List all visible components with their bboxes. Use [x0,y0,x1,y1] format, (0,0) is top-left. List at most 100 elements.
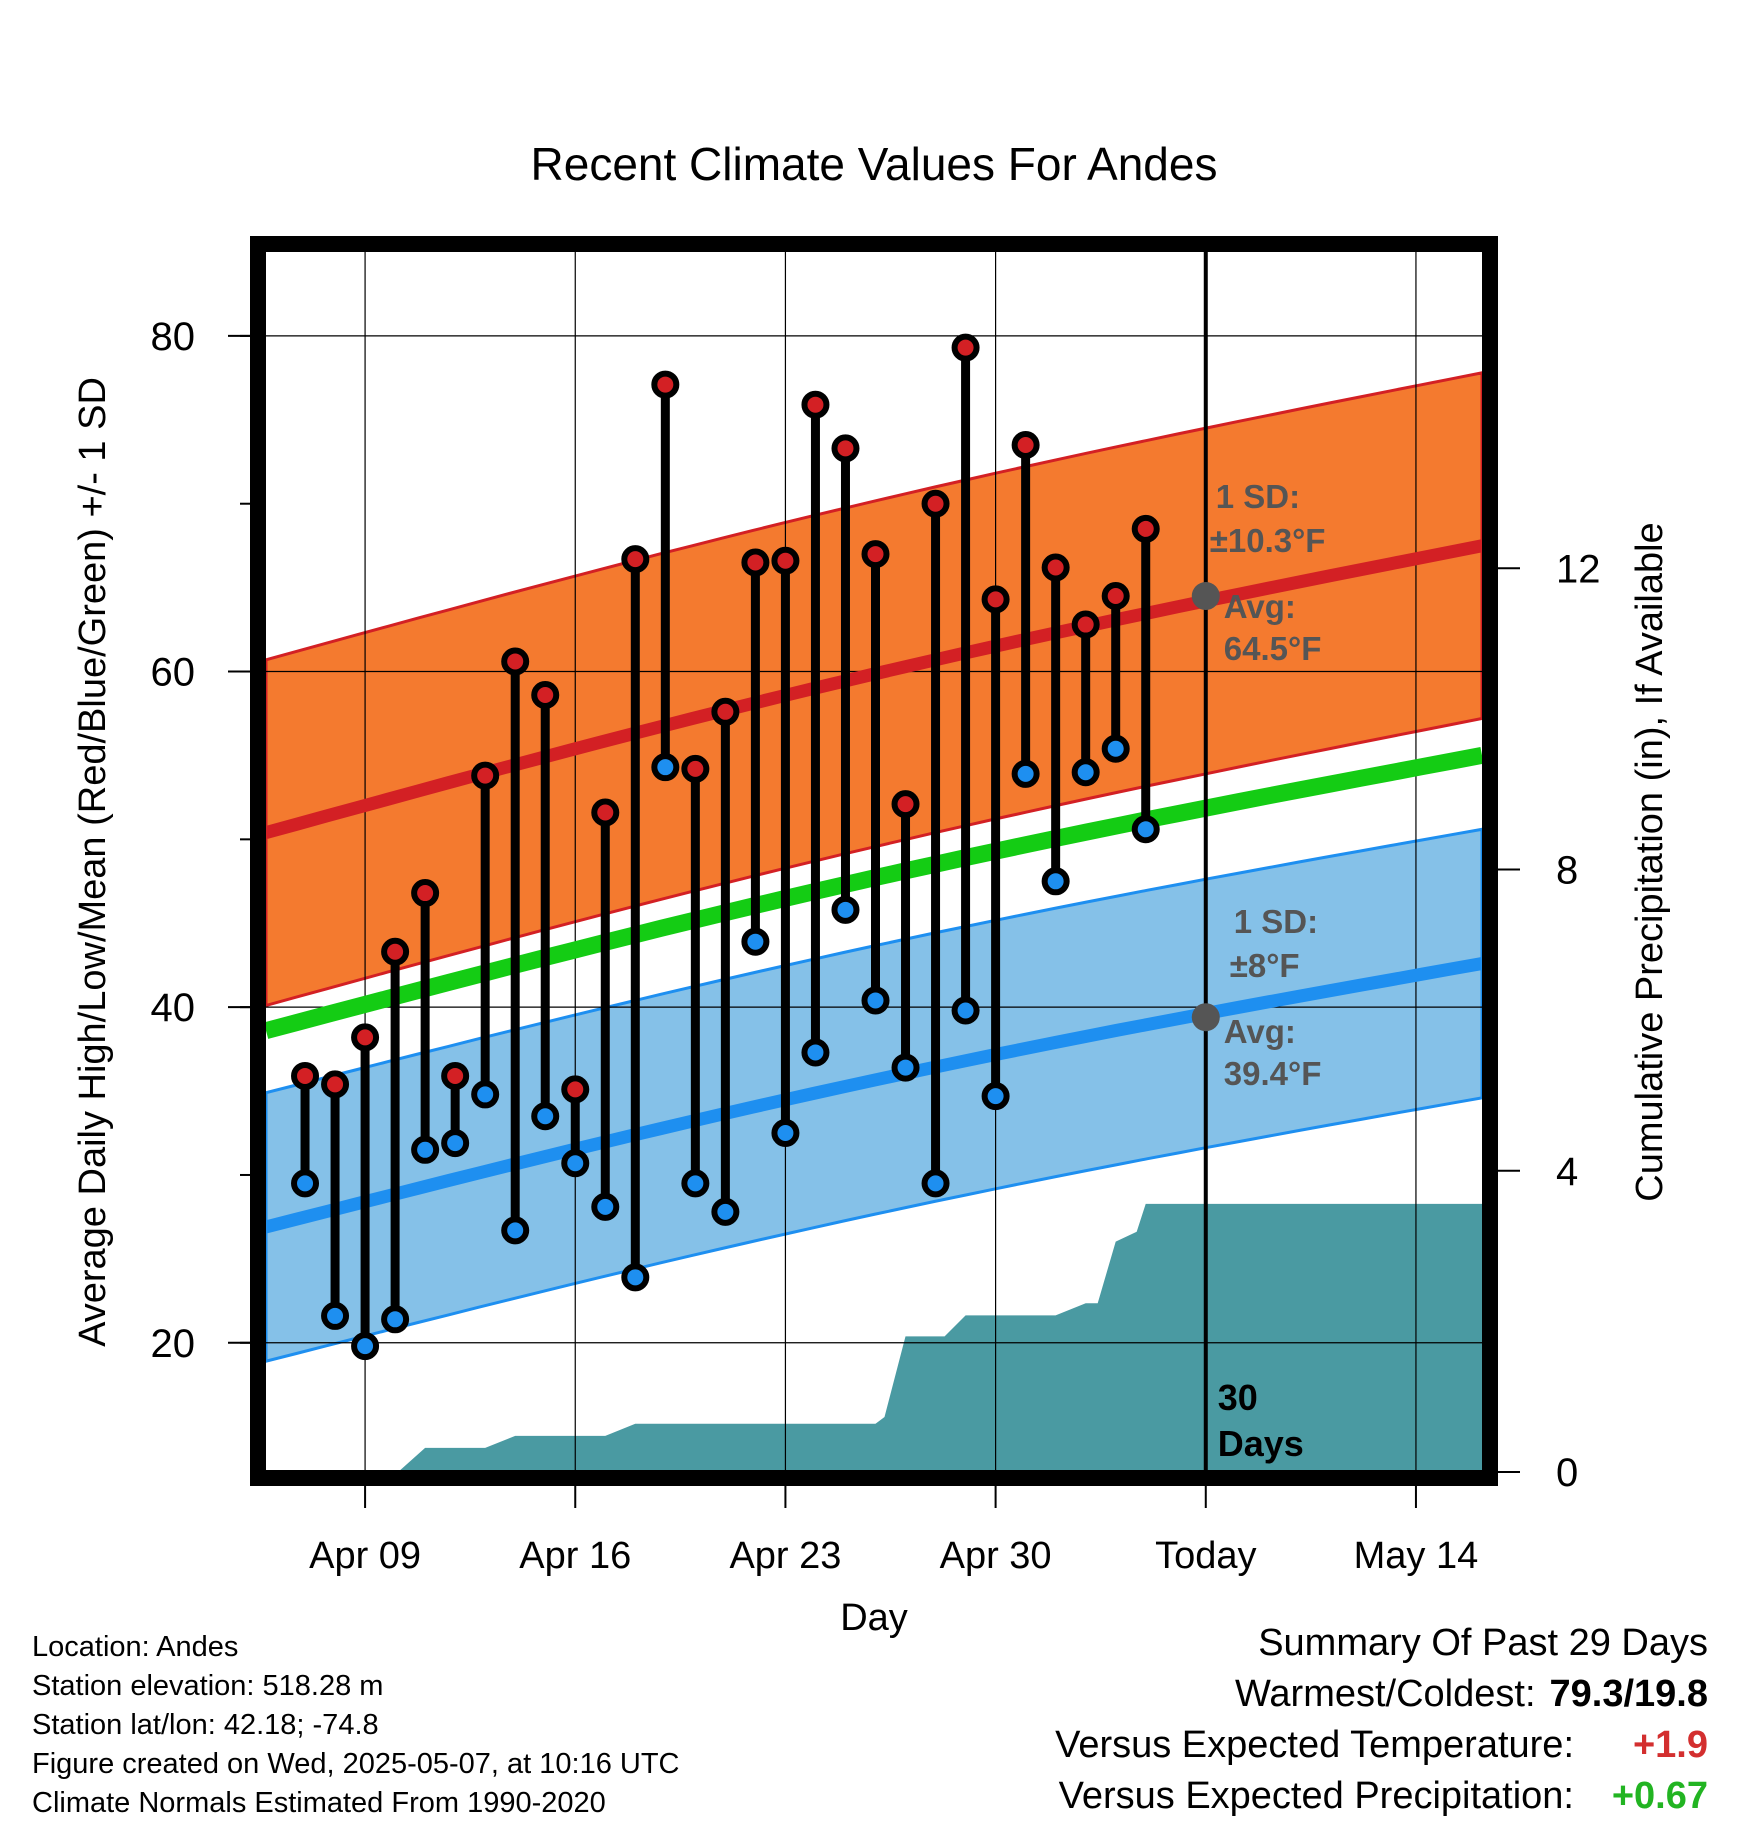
daily-low-point [651,753,680,782]
low-sd-value: ±8°F [1230,947,1300,984]
temp-value: +1.9 [1632,1724,1708,1766]
temp-label: Versus Expected Temperature: [1055,1724,1574,1766]
y2-tick-label: 0 [1556,1451,1578,1495]
daily-low-point [981,1082,1010,1111]
days-label-line: 30 [1218,1377,1258,1418]
daily-low-point [351,1332,380,1361]
precip-value: +0.67 [1611,1775,1708,1817]
daily-low-point [771,1119,800,1148]
x-tick-label: Today [1155,1535,1256,1577]
x-axis-label: Day [840,1597,908,1639]
daily-high-point [411,879,440,908]
x-tick-label: Apr 23 [729,1535,841,1577]
daily-high-point [1011,430,1040,459]
high-avg-label: Avg: [1224,588,1296,625]
daily-high-point [501,647,530,676]
daily-high-point [981,585,1010,614]
daily-low-point [891,1053,920,1082]
daily-high-point [351,1023,380,1052]
y2-axis-label: Cumulative Precipitation (in), If Availa… [1629,522,1671,1201]
station-info: Location: Andes Station elevation: 518.2… [32,1628,680,1823]
daily-low-point [831,895,860,924]
daily-high-point [771,546,800,575]
daily-high-point [1041,553,1070,582]
y2-tick-label: 8 [1556,849,1578,893]
daily-low-point [951,996,980,1025]
summary-warmest-row: Warmest/Coldest: 79.3/19.8 [1055,1669,1708,1720]
x-tick-label: May 14 [1354,1535,1479,1577]
y-tick-label: 60 [151,651,196,695]
low-sd-label: 1 SD: [1234,903,1318,940]
daily-high-point [861,540,890,569]
daily-low-point [501,1216,530,1245]
daily-low-point [441,1129,470,1158]
y-tick-label: 20 [151,1322,196,1366]
daily-high-point [711,697,740,726]
low-avg-line [266,957,1482,1234]
daily-high-point [441,1061,470,1090]
precip-area [392,1203,1482,1472]
y-tick-label: 40 [151,986,196,1030]
daily-high-point [1071,610,1100,639]
daily-high-point [561,1075,590,1104]
daily-low-point [321,1301,350,1330]
daily-high-point [291,1061,320,1090]
daily-high-point [621,545,650,574]
daily-low-point [531,1102,560,1131]
daily-high-point [321,1070,350,1099]
high-avg-marker [1191,582,1220,611]
daily-high-point [801,390,830,419]
daily-high-point [681,754,710,783]
daily-low-point [1041,867,1070,896]
warmest-label: Warmest/Coldest: [1234,1673,1536,1715]
daily-high-point [741,548,770,577]
warmest-value: 79.3/19.8 [1549,1673,1708,1715]
daily-low-point [1071,758,1100,787]
low-avg-value: 39.4°F [1224,1055,1322,1092]
daily-high-point [591,798,620,827]
daily-low-point [741,927,770,956]
daily-high-point [471,761,500,790]
axes: 20 40 60 80 0 4 8 12 Apr 09 Apr 16 Apr 23 Apr 30 Tod… [151,315,1601,1577]
daily-low-point [711,1197,740,1226]
daily-low-point [471,1080,500,1109]
summary-title: Summary Of Past 29 Days [1258,1622,1708,1664]
summary-temp-row: Versus Expected Temperature: +1.9 [1055,1720,1708,1771]
daily-low-point [861,986,890,1015]
days-label-line: Days [1218,1423,1304,1464]
plot-frame [250,236,1498,1486]
daily-high-point [921,489,950,518]
low-sd-band [266,827,1482,1363]
summary-precip-row: Versus Expected Precipitation: +0.67 [1055,1771,1708,1822]
normals-period-text: Climate Normals Estimated From 1990-2020 [32,1787,606,1819]
daily-high-point [651,370,680,399]
chart-title: Recent Climate Values For Andes [531,138,1218,190]
elevation-text: Station elevation: 518.28 m [32,1670,384,1702]
daily-low-point [621,1263,650,1292]
y-tick-label: 80 [151,315,196,359]
daily-low-point [1101,734,1130,763]
low-avg-label: Avg: [1224,1013,1296,1050]
daily-low-point [561,1149,590,1178]
y2-tick-label: 12 [1556,547,1601,591]
daily-low-point [681,1169,710,1198]
daily-low-point [411,1135,440,1164]
daily-high-point [381,937,410,966]
daily-high-point [531,681,560,710]
precip-label: Versus Expected Precipitation: [1058,1775,1574,1817]
daily-low-point [381,1305,410,1334]
x-tick-label: Apr 16 [519,1535,631,1577]
summary-panel: Summary Of Past 29 Days Warmest/Coldest:… [1055,1618,1708,1822]
high-sd-label: 1 SD: [1216,478,1300,515]
daily-low-point [291,1169,320,1198]
daily-low-point [591,1192,620,1221]
created-text: Figure created on Wed, 2025-05-07, at 10… [32,1748,680,1780]
daily-low-point [1131,815,1160,844]
daily-high-point [1101,582,1130,611]
overlay: 1 SD: ±10.3°F Avg: 64.5°F 1 SD: ±8°F Avg: 39.4°… [1191,478,1325,1464]
plot-area [266,252,1482,1472]
daily-low-point [1011,759,1040,788]
daily-high-point [951,333,980,362]
daily-high-point [831,434,860,463]
